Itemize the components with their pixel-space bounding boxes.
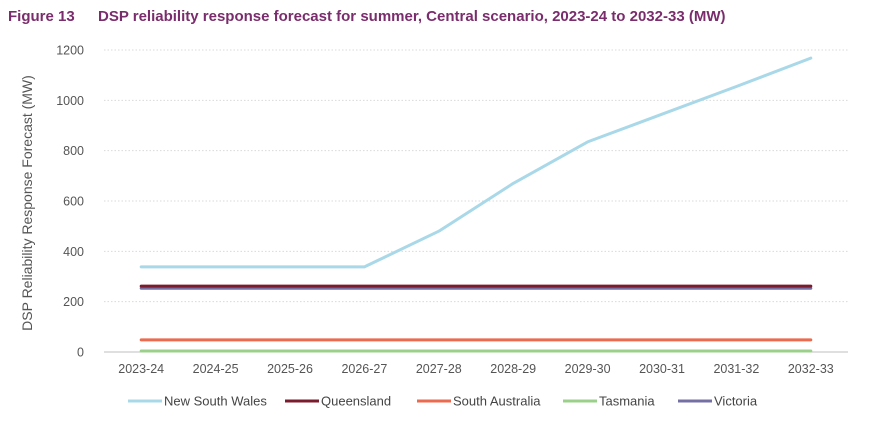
- y-tick-label: 200: [63, 295, 84, 309]
- y-tick-label: 1200: [56, 44, 84, 58]
- x-tick-label: 2027-28: [416, 362, 462, 376]
- x-tick-label: 2024-25: [193, 362, 239, 376]
- legend-label-queensland: Queensland: [321, 394, 391, 409]
- series-line-new-south-wales: [139, 56, 813, 269]
- y-axis-ticks: 0 200 400 600 800 1000 1200: [56, 44, 84, 360]
- legend-label-new-south-wales: New South Wales: [164, 394, 267, 409]
- figure-label: Figure 13: [8, 8, 75, 25]
- legend-label-south-australia: South Australia: [453, 394, 541, 409]
- y-tick-label: 400: [63, 245, 84, 259]
- y-axis-title: DSP Reliability Response Forecast (MW): [19, 75, 35, 331]
- y-tick-label: 0: [77, 346, 84, 360]
- y-tick-label: 600: [63, 195, 84, 209]
- y-tick-label: 800: [63, 144, 84, 158]
- x-axis-ticks: 2023-24 2024-25 2025-26 2026-27 2027-28 2028-…: [118, 362, 834, 376]
- x-tick-label: 2029-30: [565, 362, 611, 376]
- x-tick-label: 2025-26: [267, 362, 313, 376]
- legend-label-victoria: Victoria: [714, 394, 758, 409]
- x-tick-label: 2023-24: [118, 362, 164, 376]
- x-tick-label: 2030-31: [639, 362, 685, 376]
- x-tick-label: 2026-27: [341, 362, 387, 376]
- legend: New South Wales Queensland South Australia…: [128, 394, 758, 409]
- series-lines: [139, 56, 813, 353]
- x-tick-label: 2032-33: [788, 362, 834, 376]
- y-tick-label: 1000: [56, 94, 84, 108]
- legend-label-tasmania: Tasmania: [599, 394, 655, 409]
- x-tick-label: 2028-29: [490, 362, 536, 376]
- x-tick-label: 2031-32: [713, 362, 759, 376]
- figure-title: DSP reliability response forecast for su…: [98, 8, 726, 25]
- grid-lines: [104, 49, 848, 353]
